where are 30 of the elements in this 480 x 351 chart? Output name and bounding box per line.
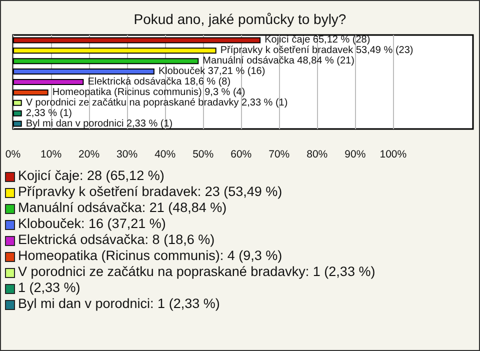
data-label: Homeopatika (Ricinus communis) 9,3 % (4) [52,86,246,98]
data-label: V porodnici ze začátku na popraskané bradavky 2,33 % (1) [26,97,288,108]
data-label: 2,33 % (1) [26,108,72,119]
data-label: Manuální odsávačka 48,84 % (21) [202,56,354,67]
x-tick-label: 70% [268,148,290,160]
data-label: Klobouček 37,21 % (16) [158,66,266,78]
x-tick-label: 100% [380,148,407,160]
text: Byl mi dan v porodnici: 1 (2,33 %) [18,296,220,312]
data-label: Byl mi dan v porodnici 2,33 % (1) [26,118,173,130]
text: Klobouček: 16 (37,21 %) [18,216,166,232]
x-tick-label: 30% [116,148,138,160]
x-tick-label: 90% [344,148,366,160]
x-tick-label: 20% [78,148,100,160]
text: 1 (2,33 %) [18,280,80,296]
x-tick-label: 50% [192,148,214,160]
text: Manuální odsávačka: 21 (48,84 %) [18,200,227,216]
text: V porodnici ze začátku na popraskané bradavky: 1 (2,33 %) [18,264,376,280]
x-tick-label: 60% [230,148,252,160]
text: Homeopatika (Ricinus communis): 4 (9,3 %) [18,248,282,264]
data-label: Kojicí čaje 65,12 % (28) [264,34,370,46]
data-label: Elektrická odsávačka 18,6 % (8) [88,76,231,88]
text: Přípravky k ošetření bradavek: 23 (53,49 %) [18,184,282,200]
x-tick-label: 0% [5,148,21,160]
x-tick-label: 40% [154,148,176,160]
text: Elektrická odsávačka: 8 (18,6 %) [18,232,215,248]
data-label: Přípravky k ošetření bradavek 53,49 % (23) [220,45,414,56]
text: Kojicí čaje: 28 (65,12 %) [18,168,164,184]
chart-title: Pokud ano, jaké pomůcky to byly? [134,11,346,27]
x-tick-label: 10% [40,148,62,160]
x-tick-label: 80% [306,148,328,160]
